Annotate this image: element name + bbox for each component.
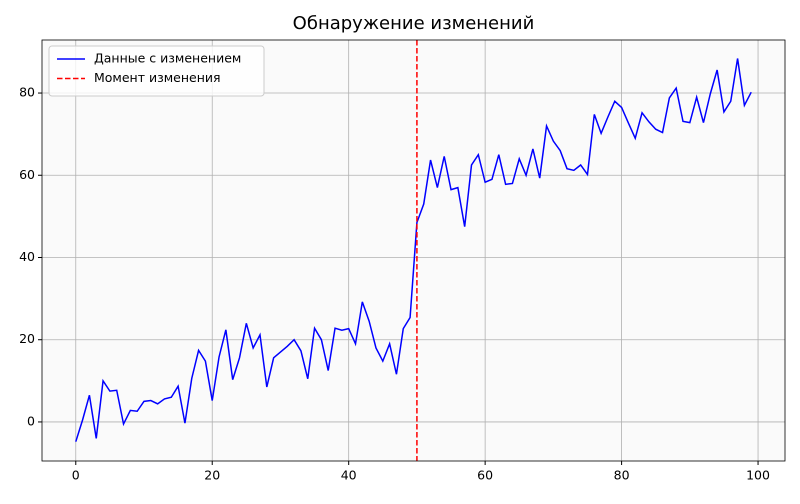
y-tick-label: 0 — [27, 413, 35, 428]
plot-bg — [42, 40, 785, 461]
y-tick-label: 60 — [19, 167, 35, 182]
x-tick-label: 20 — [204, 468, 220, 483]
x-tick-label: 40 — [341, 468, 357, 483]
chart-title: Обнаружение изменений — [293, 13, 535, 34]
y-tick-label: 80 — [19, 85, 35, 100]
legend-box — [48, 45, 265, 97]
data-line — [75, 58, 752, 442]
y-tick-label: 20 — [19, 331, 35, 346]
x-tick-label: 80 — [614, 468, 630, 483]
plot-frame — [41, 39, 786, 462]
x-tick-label: 0 — [72, 468, 80, 483]
x-tick-label: 60 — [477, 468, 493, 483]
legend-label: Момент изменения — [94, 70, 221, 85]
legend-label: Данные с изменением — [94, 51, 241, 66]
x-tick-label: 100 — [746, 468, 770, 483]
y-tick-label: 40 — [19, 249, 35, 264]
